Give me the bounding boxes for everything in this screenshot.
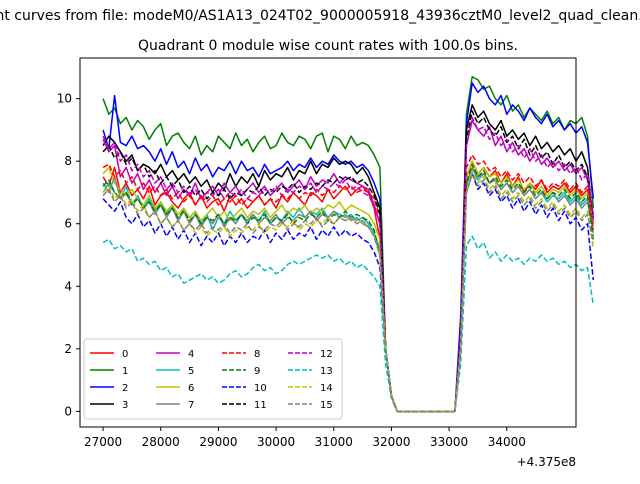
x-tick-label: 33000 — [430, 435, 468, 449]
legend-box — [83, 338, 343, 420]
series-line-14 — [102, 169, 595, 413]
series-line-7 — [102, 166, 595, 413]
y-axis: 0 2 4 6 8 10 — [57, 92, 80, 418]
plot-series — [102, 76, 595, 413]
legend-label-7: 7 — [188, 400, 194, 411]
x-tick-label: 28000 — [142, 435, 180, 449]
y-tick-label: 2 — [64, 342, 72, 356]
legend-label-5: 5 — [188, 366, 194, 377]
x-tick-label: 27000 — [84, 435, 122, 449]
y-tick-label: 4 — [64, 279, 72, 293]
y-tick-label: 8 — [64, 154, 72, 168]
chart-suptitle: Light curves from file: modeM0/AS1A13_02… — [0, 8, 640, 24]
legend-label-14: 14 — [320, 383, 333, 394]
y-tick-label: 10 — [57, 92, 72, 106]
x-tick-label: 34000 — [488, 435, 526, 449]
x-tick-label: 31000 — [315, 435, 353, 449]
series-line-3 — [102, 104, 595, 413]
legend-label-3: 3 — [122, 400, 128, 411]
series-line-15 — [102, 172, 595, 413]
x-axis-offset-label: +4.375e8 — [517, 455, 576, 469]
y-tick-label: 6 — [64, 217, 72, 231]
series-line-12 — [102, 116, 595, 413]
legend-label-12: 12 — [320, 349, 333, 360]
legend-label-13: 13 — [320, 366, 333, 377]
x-axis: 27000 28000 29000 30000 31000 32000 33000 34000 — [84, 427, 526, 449]
x-tick-label: 32000 — [372, 435, 410, 449]
legend-label-4: 4 — [188, 349, 194, 360]
y-tick-label: 0 — [64, 404, 72, 418]
legend-label-0: 0 — [122, 349, 128, 360]
legend-label-1: 1 — [122, 366, 128, 377]
series-line-1 — [102, 76, 595, 413]
legend-label-9: 9 — [254, 366, 260, 377]
legend-label-11: 11 — [254, 400, 267, 411]
x-tick-label: 30000 — [257, 435, 295, 449]
series-line-6 — [102, 160, 595, 413]
legend-label-15: 15 — [320, 400, 333, 411]
legend-label-2: 2 — [122, 383, 128, 394]
chart-title: Quadrant 0 module wise count rates with … — [138, 38, 518, 54]
x-tick-label: 29000 — [199, 435, 237, 449]
legend-label-10: 10 — [254, 383, 267, 394]
legend-label-6: 6 — [188, 383, 194, 394]
series-line-10 — [102, 172, 595, 413]
series-line-9 — [102, 163, 595, 413]
series-line-8 — [102, 154, 595, 413]
legend-label-8: 8 — [254, 349, 260, 360]
series-line-13 — [102, 235, 595, 413]
series-line-11 — [102, 110, 595, 413]
plot-frame — [79, 57, 577, 428]
